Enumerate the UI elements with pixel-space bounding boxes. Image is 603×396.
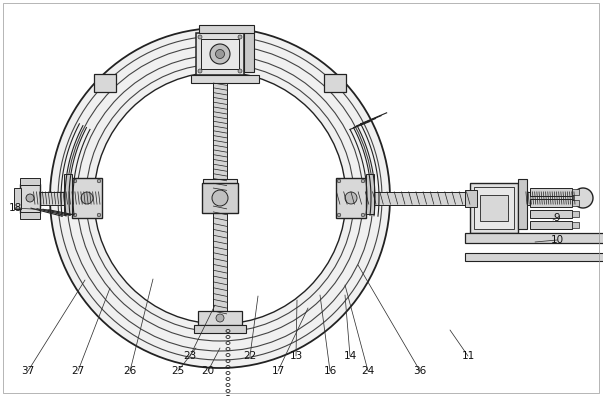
Circle shape [215,50,224,59]
Text: 20: 20 [201,366,215,376]
Circle shape [94,72,346,324]
Circle shape [210,44,230,64]
Bar [340,192,470,204]
Circle shape [97,179,101,183]
Bar [572,222,579,228]
Bar [572,211,579,217]
Bar [530,188,572,196]
Circle shape [26,194,34,202]
Circle shape [73,213,77,217]
Bar [530,199,572,207]
Bar [201,39,239,69]
Bar [213,83,227,188]
Circle shape [97,213,101,217]
Bar [465,190,477,206]
Bar [196,33,244,75]
Bar [527,192,575,204]
Text: 24: 24 [361,366,374,376]
Bar [474,187,514,229]
Circle shape [337,179,341,183]
Text: 16: 16 [323,366,336,376]
Text: 14: 14 [343,351,356,361]
Circle shape [198,69,202,73]
Bar [244,30,254,72]
Text: 36: 36 [414,366,427,376]
Bar [20,211,40,219]
Circle shape [64,42,376,354]
Text: 11: 11 [461,351,475,361]
Bar [64,174,72,214]
Circle shape [212,190,228,206]
Bar [465,233,603,243]
Bar [72,178,102,218]
Text: 9: 9 [554,213,560,223]
Bar [14,187,21,209]
Bar [191,75,259,83]
Text: 26: 26 [124,366,137,376]
Text: 27: 27 [71,366,84,376]
Circle shape [73,179,77,183]
Circle shape [361,179,365,183]
Bar [530,210,572,218]
Bar [572,189,579,195]
Circle shape [238,35,242,39]
Text: 13: 13 [289,351,303,361]
Bar [470,183,518,233]
Bar [518,179,527,229]
Circle shape [345,192,357,204]
Bar [572,200,579,206]
Text: 37: 37 [21,366,34,376]
Bar [20,183,40,213]
Bar [366,174,374,214]
Text: 18: 18 [8,203,22,213]
Circle shape [361,213,365,217]
Bar [93,74,116,92]
Bar [480,195,508,221]
Circle shape [216,314,224,322]
Bar [202,183,238,213]
Bar [213,206,227,311]
Text: 17: 17 [271,366,285,376]
Bar [324,74,346,92]
Bar [20,177,40,185]
Text: 25: 25 [171,366,185,376]
Circle shape [337,213,341,217]
Circle shape [50,28,390,368]
Text: 23: 23 [183,351,197,361]
Circle shape [81,192,93,204]
Circle shape [198,35,202,39]
Bar [199,25,254,33]
Bar [336,178,366,218]
Bar [530,221,572,229]
Bar [465,253,603,261]
Bar [198,311,242,325]
Bar [35,192,100,204]
Bar [194,325,246,333]
Text: 10: 10 [551,235,564,245]
Circle shape [238,69,242,73]
Text: 22: 22 [244,351,257,361]
Circle shape [573,188,593,208]
Bar [203,179,237,193]
